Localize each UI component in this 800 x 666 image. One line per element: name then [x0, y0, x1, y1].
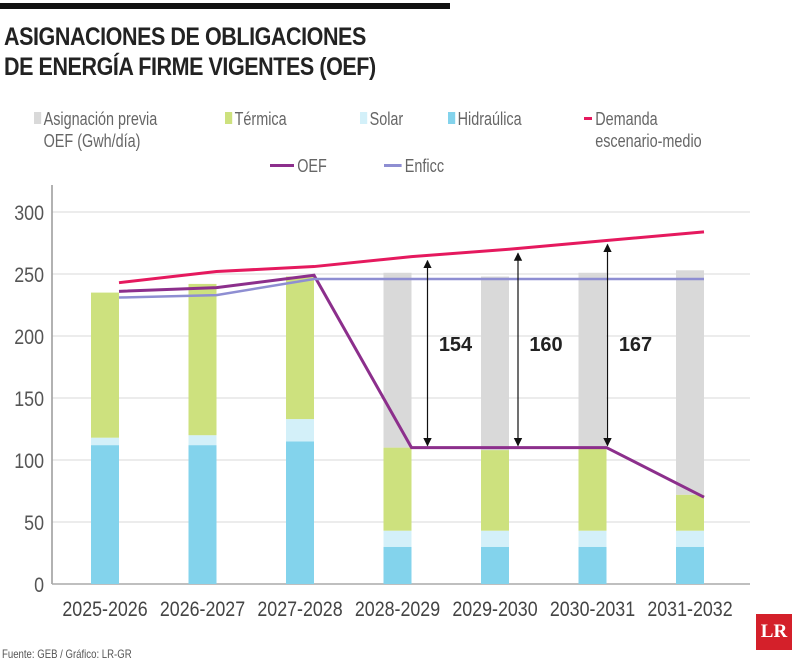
- legend-demanda: Demanda escenario-medio: [584, 108, 715, 152]
- title-line-1: ASIGNACIONES DE OBLIGACIONES: [4, 23, 366, 51]
- legend-swatch: [34, 112, 42, 124]
- bar-termica: [286, 276, 314, 420]
- y-tick-label: 300: [14, 202, 44, 226]
- title-line-2: DE ENERGÍA FIRME VIGENTES (OEF): [4, 53, 376, 81]
- x-tick-label: 2031-2032: [647, 598, 732, 622]
- y-tick-label: 250: [14, 264, 44, 288]
- bar-hidraulica: [481, 546, 509, 584]
- bar-solar: [481, 530, 509, 547]
- legend-swatch: [384, 164, 402, 167]
- bar-solar: [676, 530, 704, 547]
- top-rule: [0, 3, 450, 9]
- legend-label: Enficc: [404, 156, 445, 176]
- bar-solar: [286, 419, 314, 442]
- x-tick-label: 2028-2029: [355, 598, 440, 622]
- y-tick-label: 100: [14, 450, 44, 474]
- x-tick-label: 2029-2030: [452, 598, 537, 622]
- legend-previa: Asignación previa OEF (Gwh/día): [34, 108, 164, 152]
- bar-hidraulica: [188, 445, 217, 584]
- legend-oef: OEF: [270, 155, 327, 177]
- difference-label: 167: [619, 334, 652, 356]
- lr-logo: LR: [756, 614, 792, 650]
- bar-hidraulica: [286, 441, 314, 584]
- legend-enficc: Enficc: [384, 155, 444, 177]
- bar-hidraulica: [91, 445, 119, 584]
- bar-termica: [578, 447, 607, 531]
- x-tick-label: 2030-2031: [550, 598, 635, 622]
- bar-solar: [578, 530, 607, 547]
- logo-text: LR: [760, 621, 788, 642]
- y-tick-label: 150: [14, 388, 44, 412]
- bar-solar: [91, 437, 119, 446]
- legend-solar: Solar: [360, 108, 403, 130]
- legend-swatch: [448, 112, 456, 124]
- legend-label: Solar: [369, 109, 404, 129]
- bar-hidraulica: [578, 546, 607, 584]
- legend-termica: Térmica: [225, 108, 287, 130]
- y-tick-label: 0: [34, 574, 44, 598]
- legend-label: Demanda escenario-medio: [595, 109, 702, 151]
- bar-previa: [383, 272, 412, 448]
- x-tick-label: 2025-2026: [62, 598, 147, 622]
- legend-label: Asignación previa OEF (Gwh/día): [43, 109, 158, 151]
- bar-previa: [676, 270, 704, 495]
- bar-hidraulica: [383, 546, 412, 584]
- bar-termica: [676, 494, 704, 531]
- legend-label: Térmica: [234, 109, 287, 129]
- bar-hidraulica: [676, 546, 704, 584]
- legend-swatch: [584, 117, 592, 120]
- bar-termica: [188, 283, 217, 436]
- x-tick-label: 2026-2027: [160, 598, 245, 622]
- bar-solar: [383, 530, 412, 547]
- bar-termica: [383, 447, 412, 531]
- chart-title: ASIGNACIONES DE OBLIGACIONES DE ENERGÍA …: [4, 22, 376, 82]
- bar-previa: [578, 272, 607, 448]
- y-tick-label: 200: [14, 326, 44, 350]
- bar-termica: [91, 292, 119, 438]
- y-tick-label: 50: [24, 512, 44, 536]
- bar-previa: [481, 276, 509, 451]
- legend-label: Hidraúlica: [457, 109, 522, 129]
- source-note: Fuente: GEB / Gráfico: LR-GR: [2, 647, 132, 661]
- line-oef: [118, 273, 705, 499]
- bar-solar: [188, 435, 217, 446]
- legend-swatch: [360, 112, 368, 124]
- difference-label: 154: [439, 334, 473, 356]
- legend-hidraulica: Hidraúlica: [448, 108, 522, 130]
- legend-swatch: [225, 112, 233, 124]
- x-tick-label: 2027-2028: [257, 598, 342, 622]
- difference-label: 160: [529, 334, 562, 356]
- line-demanda: [118, 230, 705, 285]
- bar-termica: [481, 450, 509, 531]
- legend-label: OEF: [297, 156, 327, 176]
- legend-swatch: [270, 164, 294, 167]
